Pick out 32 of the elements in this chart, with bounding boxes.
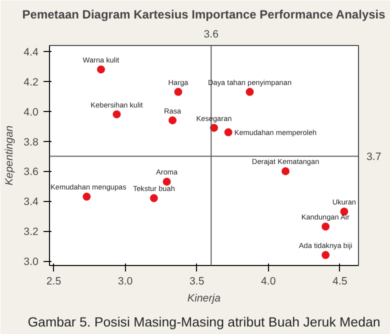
y-tick-label: 4.0 (24, 106, 39, 118)
point (224, 128, 232, 136)
y-tick-label: 3.2 (24, 226, 39, 238)
y-tick-label: 3.4 (24, 196, 39, 208)
text: Gambar 5. Posisi Masing-Masing atribut Buah Jeruk Medan (28, 314, 380, 330)
x-axis-title: Kinerja (187, 292, 221, 304)
point (322, 222, 330, 231)
point (150, 194, 158, 202)
point (210, 124, 218, 132)
point (97, 65, 105, 74)
x-tick-label: 3.0 (118, 276, 133, 288)
y-tick-label: 3.0 (24, 256, 39, 268)
y-axis-title: Kepentingan (4, 126, 16, 186)
ref-line-label: 3.6 (204, 28, 219, 40)
point (162, 178, 171, 186)
point (174, 88, 182, 96)
point (112, 110, 121, 118)
chart-title: Pemetaan Diagram Kartesius Importance Performance Analysis (22, 8, 386, 22)
ref-line-label: 3.7 (366, 151, 382, 164)
y-tick-label: 3.6 (24, 166, 39, 178)
point (82, 192, 91, 201)
point (322, 251, 330, 260)
x-tick-label: 4.0 (260, 276, 276, 288)
y-tick-label: 4.2 (24, 76, 39, 88)
y-tick-label: 4.4 (24, 46, 39, 58)
x-tick-label: 2.5 (46, 276, 62, 288)
x-tick-label: 3.5 (189, 276, 204, 288)
point (168, 116, 177, 124)
point (282, 167, 290, 176)
point (246, 88, 254, 96)
x-tick-label: 4.5 (332, 276, 348, 288)
y-tick-label: 3.8 (24, 136, 39, 148)
